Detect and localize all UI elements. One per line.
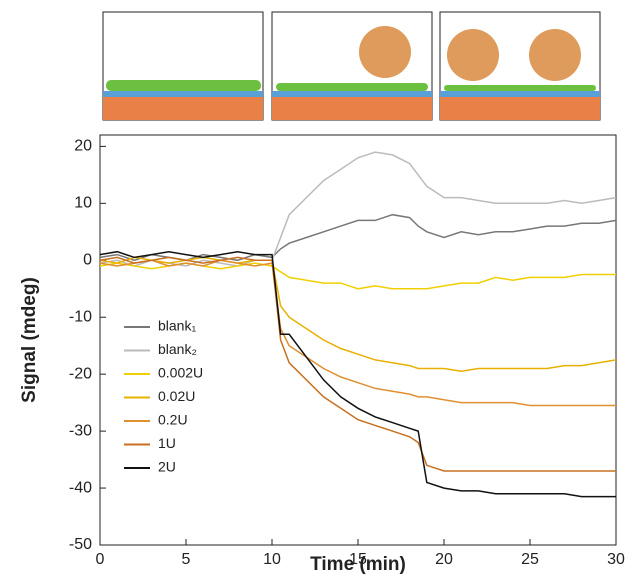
y-tick-label: 10 <box>74 195 92 212</box>
x-tick-label: 5 <box>182 551 191 568</box>
legend-label: 2U <box>158 459 176 475</box>
legend-label: 0.002U <box>158 365 203 381</box>
y-axis-label: Signal (mdeg) <box>19 277 40 403</box>
y-tick-label: -50 <box>69 536 92 553</box>
series-line <box>99 151 617 267</box>
x-tick-label: 20 <box>435 551 453 568</box>
illustration <box>102 11 601 121</box>
y-tick-label: -30 <box>69 422 92 439</box>
y-tick-label: -20 <box>69 365 92 382</box>
legend-label: 0.2U <box>158 412 188 428</box>
y-tick-label: -10 <box>69 308 92 325</box>
legend-label: 1U <box>158 435 176 451</box>
y-tick-label: 20 <box>74 138 92 155</box>
series-line <box>99 262 616 290</box>
x-tick-label: 15 <box>349 551 367 568</box>
series-line <box>99 259 616 407</box>
x-axis-label: Time (min) <box>310 554 406 575</box>
y-tick-label: -40 <box>69 479 92 496</box>
series-line <box>99 256 616 472</box>
legend-label: blank₂ <box>158 341 197 357</box>
series-line <box>99 250 616 498</box>
x-tick-label: 10 <box>263 551 281 568</box>
legend-label: blank₁ <box>158 318 196 334</box>
legend-label: 0.02U <box>158 388 195 404</box>
y-tick-label: 0 <box>83 251 92 268</box>
x-tick-label: 30 <box>607 551 625 568</box>
x-tick-label: 25 <box>521 551 539 568</box>
series-line <box>99 256 617 373</box>
x-tick-label: 0 <box>96 551 105 568</box>
series-line <box>99 213 617 262</box>
plot-frame <box>99 134 617 546</box>
